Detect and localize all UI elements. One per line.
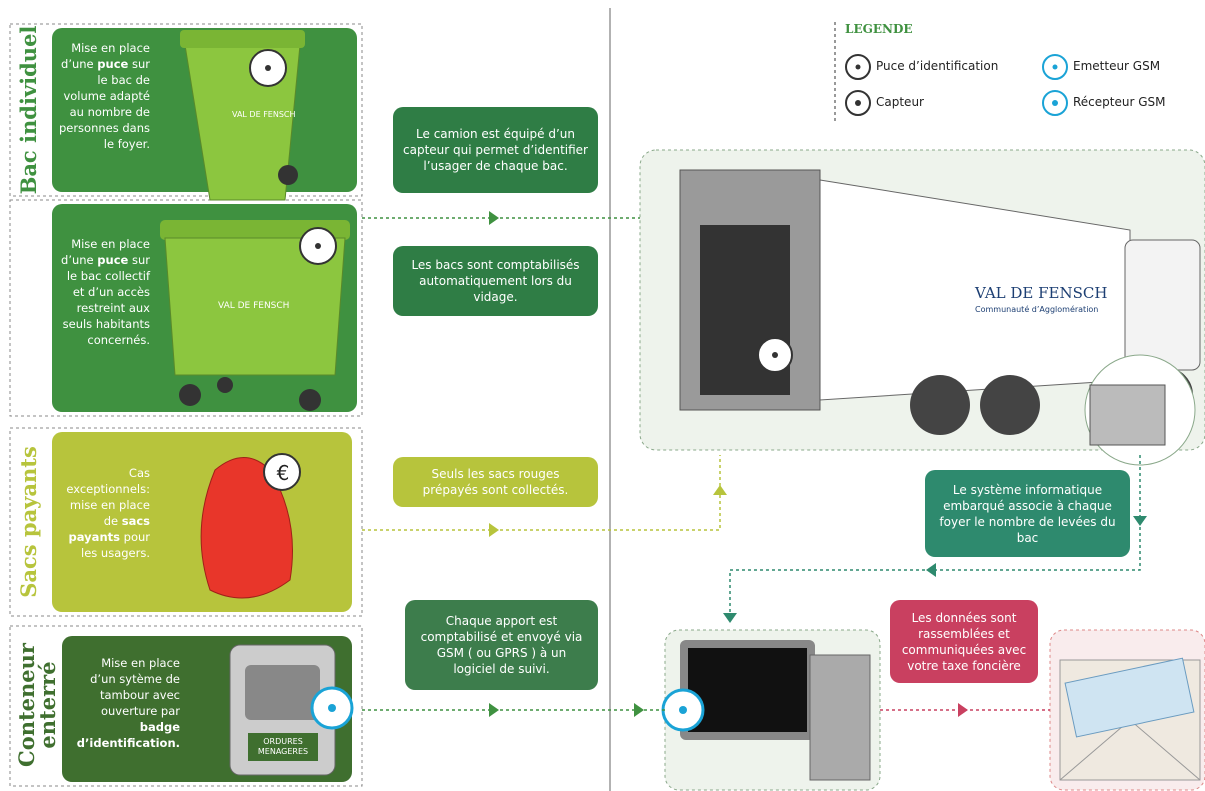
- info-box: Le camion est équipé d’un capteur qui pe…: [393, 107, 598, 193]
- text-part: Mise en place d’un sytème de tambour ave…: [90, 656, 180, 718]
- panel-text: Mise en place d’une puce sur le bac coll…: [58, 236, 150, 348]
- info-box: Les bacs sont comptabilisés automatiquem…: [393, 246, 598, 316]
- legend-item: Emetteur GSM: [1073, 59, 1160, 73]
- panel-title: Sacs payants: [18, 432, 40, 612]
- emphasis: puce: [97, 57, 128, 71]
- info-box: Chaque apport est comptabilisé et envoyé…: [405, 600, 598, 690]
- text-part: sur le bac de volume adapté au nombre de…: [59, 57, 150, 151]
- info-box: Le système informatique embarqué associe…: [925, 470, 1130, 557]
- info-box: Les données sont rassemblées et communiq…: [890, 600, 1038, 683]
- bin-logo: VAL DE FENSCH: [232, 110, 296, 119]
- panel-text: Mise en place d’un sytème de tambour ave…: [75, 655, 180, 751]
- panel-text: Cas exceptionnels: mise en place de sacs…: [58, 465, 150, 561]
- legend-item: Puce d’identification: [876, 59, 998, 73]
- truck-logo-subtitle: Communauté d’Agglomération: [975, 304, 1098, 314]
- legend-title: LEGENDE: [845, 22, 913, 36]
- info-box: Seuls les sacs rouges prépayés sont coll…: [393, 457, 598, 507]
- legend-item: Capteur: [876, 95, 924, 109]
- emphasis: badge d’identification.: [77, 720, 180, 750]
- bin-logo: VAL DE FENSCH: [218, 301, 289, 311]
- panel-text: Mise en place d’une puce sur le bac de v…: [58, 40, 150, 152]
- container-label: ORDURES MENAGERES: [248, 733, 318, 757]
- panel-title: Bac individuel: [18, 25, 40, 195]
- legend-item: Récepteur GSM: [1073, 95, 1166, 109]
- text-part: sur le bac collectif et d’un accès restr…: [63, 253, 150, 347]
- euro-symbol: €: [277, 461, 290, 485]
- panel-title: Conteneur enterré: [16, 630, 58, 780]
- truck-logo: VAL DE FENSCH: [974, 284, 1107, 302]
- panel-title: Bac collectif: [18, 202, 40, 412]
- emphasis: puce: [97, 253, 128, 267]
- infographic: VAL DE FENSCH VAL DE FENSCH VAL DE FENSC…: [0, 0, 1205, 791]
